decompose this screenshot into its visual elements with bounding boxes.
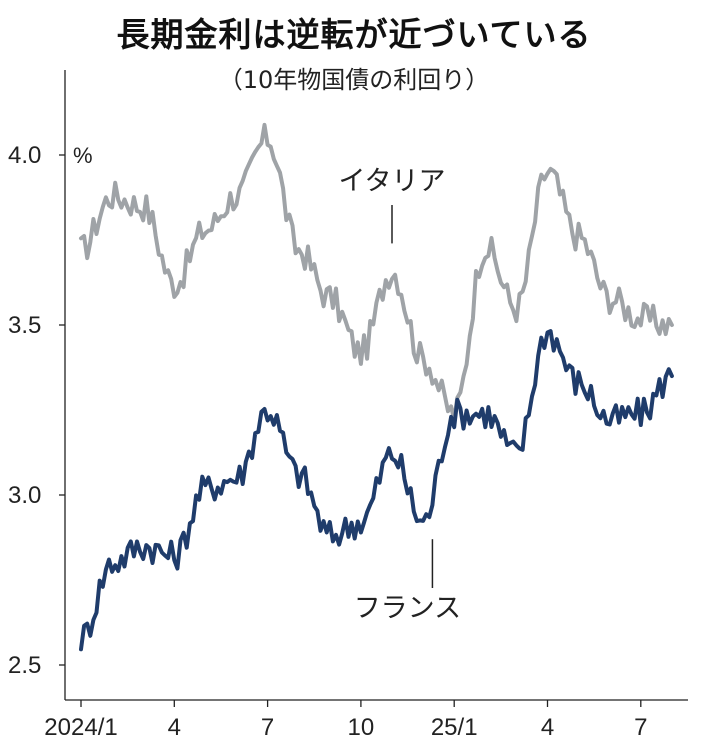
x-tick-label: 4 bbox=[541, 714, 554, 741]
x-tick-label: 7 bbox=[261, 714, 274, 741]
series-line-italy bbox=[79, 122, 674, 422]
x-tick-label: 2024/1 bbox=[44, 714, 117, 741]
series-line-france bbox=[79, 329, 674, 652]
x-tick-label: 4 bbox=[168, 714, 181, 741]
y-tick-label: 3.0 bbox=[8, 482, 41, 509]
chart-subtitle: （10年物国債の利回り） bbox=[218, 66, 490, 94]
y-tick-label: 4.0 bbox=[8, 142, 41, 169]
y-tick-label: 2.5 bbox=[8, 652, 41, 679]
x-tick-label: 25/1 bbox=[431, 714, 478, 741]
series-layer bbox=[79, 122, 674, 652]
y-axis-unit: % bbox=[73, 143, 93, 168]
series-label-france: フランス bbox=[354, 593, 461, 624]
chart-title: 長期金利は逆転が近づいている bbox=[116, 15, 592, 54]
x-tick-label: 10 bbox=[348, 714, 375, 741]
x-tick-label: 7 bbox=[634, 714, 647, 741]
series-label-italy: イタリア bbox=[339, 166, 446, 197]
chart-axes: 2.5 3.0 3.5 4.0 % 2024/1 4 7 10 25/1 4 7 bbox=[8, 70, 688, 741]
y-tick-label: 3.5 bbox=[8, 312, 41, 339]
